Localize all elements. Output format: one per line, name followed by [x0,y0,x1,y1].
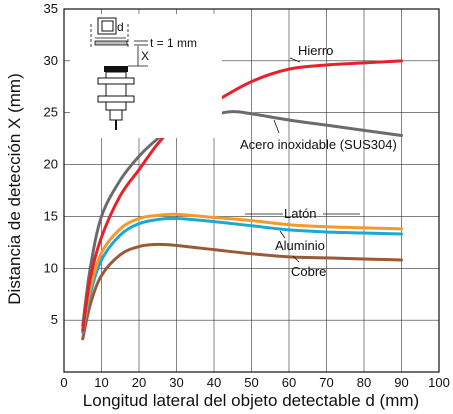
x-tick-label: 60 [282,375,296,390]
y-axis-label: Distancia de detección X (mm) [5,73,24,304]
x-tick-label: 50 [244,375,258,390]
target-square-icon [101,20,114,32]
label-aluminio: Aluminio [275,238,325,253]
series-lines [81,59,403,341]
plot-frame [63,8,440,373]
series-line-4 [81,242,403,341]
x-dimension-label: X [141,49,149,63]
leader-hierro [289,57,301,63]
label-laton: Latón [284,206,317,221]
x-tick-label: 90 [394,375,408,390]
x-tick-label: 40 [207,375,221,390]
leader-cobre [292,255,300,263]
x-tick-label: 100 [428,375,450,390]
thickness-label: t = 1 mm [150,36,197,50]
x-tick-labels: 0 10 20 30 40 50 60 70 80 90 100 [60,375,449,390]
x-tick-label: 20 [132,375,146,390]
series-line-2 [81,212,403,333]
x-tick-label: 80 [357,375,371,390]
x-tick-label: 70 [319,375,333,390]
y-tick-label: 10 [44,260,58,275]
y-tick-label: 35 [44,1,58,16]
sensor-diagram: d t = 1 mm X [70,14,222,138]
label-acero: Acero inoxidable (SUS304) [240,137,397,152]
diagram-background [70,14,222,138]
target-plate [94,40,128,46]
x-tick-label: 10 [94,375,108,390]
x-tick-label: 0 [60,375,67,390]
sensor-nut-bottom [97,95,135,103]
sensor-head [104,66,128,72]
label-hierro: Hierro [298,43,333,58]
y-tick-labels: 5 10 15 20 25 30 35 [44,1,58,327]
y-tick-label: 25 [44,105,58,120]
y-tick-label: 5 [51,312,58,327]
leader-acero [273,119,280,134]
x-axis-label: Longitud lateral del objeto detectable d… [83,391,419,410]
sensor-nut-top [97,77,135,85]
y-tick-label: 30 [44,53,58,68]
leader-aluminio [279,230,286,239]
series-labels: Hierro Acero inoxidable (SUS304) Latón A… [240,43,397,279]
x-tick-label: 30 [169,375,183,390]
y-tick-label: 20 [44,157,58,172]
label-cobre: Cobre [291,264,326,279]
y-tick-label: 15 [44,208,58,223]
d-label: d [117,20,124,34]
series-line-3 [81,216,403,335]
